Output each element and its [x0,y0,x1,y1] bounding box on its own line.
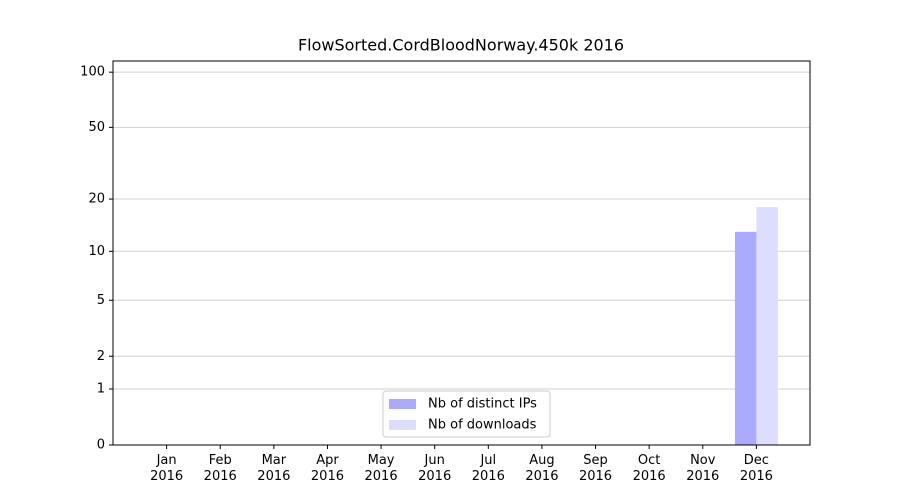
x-tick-label: Feb 2016 [203,453,237,484]
x-tick-label: Mar 2016 [257,453,291,484]
legend-label: Nb of distinct IPs [428,397,537,412]
x-tick-label: Jan 2016 [150,453,184,484]
y-tick-label: 0 [97,438,105,453]
y-tick-label: 1 [97,382,105,397]
x-tick-label: Apr 2016 [310,453,344,484]
legend-label: Nb of downloads [428,418,537,433]
y-tick-label: 10 [88,244,105,259]
y-tick-label: 5 [97,293,105,308]
chart-title: FlowSorted.CordBloodNorway.450k 2016 [298,36,624,55]
y-tick-label: 2 [97,349,105,364]
x-tick-label: Aug 2016 [525,453,559,484]
y-tick-label: 50 [88,120,105,135]
x-tick-label: Nov 2016 [686,453,720,484]
x-tick-label: Jun 2016 [418,453,452,484]
plot-frame [112,60,811,446]
bar [756,207,778,445]
legend-box [382,390,551,438]
x-tick-label: Sep 2016 [578,453,613,484]
x-tick-label: May 2016 [364,453,398,484]
legend-swatch [389,399,416,409]
x-tick-label: Dec 2016 [739,453,773,484]
legend-swatch [389,420,416,430]
y-tick-label: 20 [88,192,105,207]
bar [734,231,757,445]
x-tick-label: Jul 2016 [471,453,505,484]
x-tick-label: Oct 2016 [632,453,666,484]
y-tick-label: 100 [80,65,105,80]
